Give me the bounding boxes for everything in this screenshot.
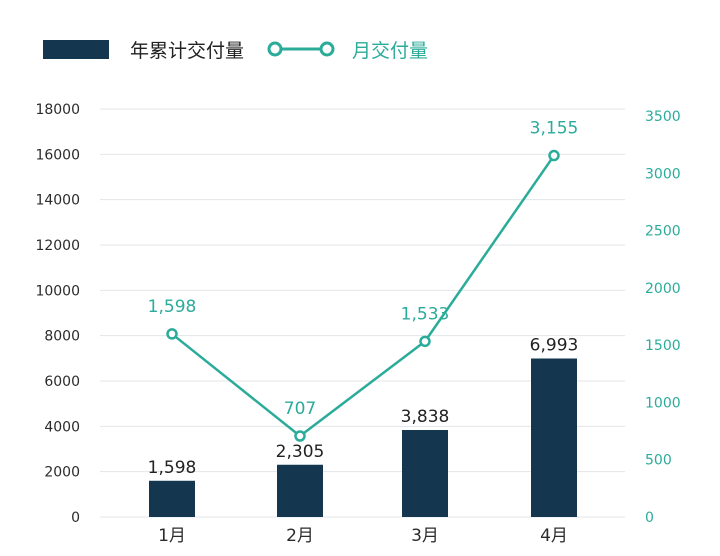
left-tick-label: 8000 [44, 329, 80, 345]
line-path [171, 154, 556, 438]
right-y-axis: 0 500 1000 1500 2000 2500 3000 3500 [645, 109, 681, 526]
line-data-label: 1,533 [401, 304, 450, 324]
left-tick-label: 6000 [44, 374, 80, 390]
right-tick-label: 3500 [645, 109, 681, 125]
bar [402, 430, 448, 517]
line-point [294, 430, 306, 442]
left-tick-label: 14000 [35, 193, 80, 209]
line-series [166, 149, 560, 442]
right-tick-label: 0 [645, 510, 654, 526]
category-label: 1月 [158, 526, 186, 546]
left-tick-label: 4000 [44, 419, 80, 435]
category-label: 4月 [540, 526, 568, 546]
right-tick-label: 1500 [645, 338, 681, 354]
legend-line-marker-right [319, 41, 335, 57]
line-data-label: 3,155 [530, 119, 579, 139]
bar [531, 358, 577, 517]
line-data-label: 707 [284, 399, 316, 419]
bar-series [149, 358, 577, 517]
right-tick-label: 500 [645, 453, 672, 469]
x-axis: 1月 2月 3月 4月 [158, 526, 568, 546]
left-tick-label: 10000 [35, 283, 80, 299]
bar-data-label: 1,598 [148, 458, 197, 478]
left-tick-label: 12000 [35, 238, 80, 254]
legend-line-marker-left [267, 41, 283, 57]
category-label: 3月 [411, 526, 439, 546]
bar-data-label: 3,838 [401, 407, 450, 427]
left-tick-label: 18000 [35, 102, 80, 118]
data-labels: 1,598 2,305 3,838 6,993 1,598 707 1,533 3,155 [148, 119, 579, 478]
right-tick-label: 3000 [645, 166, 681, 182]
right-tick-label: 2000 [645, 281, 681, 297]
left-tick-label: 16000 [35, 147, 80, 163]
category-label: 2月 [286, 526, 314, 546]
bar [277, 464, 323, 517]
right-tick-label: 1000 [645, 395, 681, 411]
line-point [166, 328, 178, 340]
legend-line-label: 月交付量 [352, 40, 428, 62]
legend: 年累计交付量 月交付量 [43, 40, 428, 62]
bar-data-label: 2,305 [276, 442, 325, 462]
left-tick-label: 2000 [44, 465, 80, 481]
gridlines [100, 108, 625, 518]
line-point [548, 149, 560, 162]
bar-data-label: 6,993 [530, 335, 579, 355]
left-y-axis: 0 2000 4000 6000 8000 10000 12000 14000 16000 180… [35, 102, 80, 526]
bar [149, 480, 195, 517]
line-point [419, 335, 431, 348]
right-tick-label: 2500 [645, 224, 681, 240]
line-data-label: 1,598 [148, 297, 197, 317]
legend-bar-label: 年累计交付量 [130, 40, 244, 62]
left-tick-label: 0 [71, 510, 80, 526]
legend-bar-swatch [43, 40, 109, 59]
